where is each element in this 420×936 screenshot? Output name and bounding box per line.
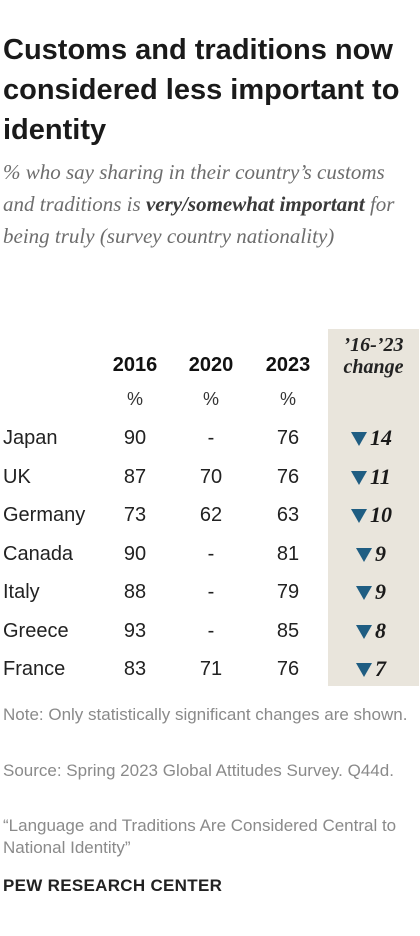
table-row: UK 87 70 76 11 (0, 458, 420, 496)
subtitle-emphasis: very/somewhat important (145, 192, 365, 216)
change-column-background (328, 329, 419, 686)
change-cell: 10 (328, 496, 419, 534)
column-header-2023: 2023 (265, 354, 311, 376)
value-cell-2016: 93 (123, 619, 147, 642)
country-label: Germany (3, 504, 86, 526)
subtitle-text-end: for being truly (survey country national… (3, 192, 395, 248)
change-value: 8 (375, 617, 386, 643)
change-cell: 7 (328, 650, 419, 688)
chart-subtitle: % who say sharing in their country’s cus… (3, 156, 413, 252)
value-cell-2016: 83 (123, 658, 147, 680)
down-triangle-icon (351, 509, 367, 523)
table-row: Japan 90 - 76 14 (0, 419, 420, 457)
unit-label-2023: % (279, 389, 296, 409)
value-cell-2023: 76 (276, 465, 300, 488)
table-row: Greece 93 - 85 8 (0, 612, 420, 650)
change-value: 10 (370, 502, 392, 527)
value-cell-2023: 63 (276, 504, 300, 526)
down-triangle-icon (351, 432, 367, 446)
subtitle-text: % who say sharing in their country’s cus… (3, 160, 385, 216)
brand-logo-text: PEW RESEARCH CENTER (3, 876, 223, 895)
value-cell-2020: - (207, 542, 215, 565)
country-label: Italy (3, 581, 40, 603)
table-row: Germany 73 62 63 10 (0, 496, 420, 534)
change-cell: 9 (328, 535, 419, 573)
down-triangle-icon (356, 663, 372, 677)
country-label: UK (3, 465, 31, 488)
table-row: Canada 90 - 81 9 (0, 535, 420, 573)
country-label: Japan (3, 427, 58, 449)
value-cell-2020: 62 (199, 504, 223, 526)
value-cell-2020: - (207, 427, 215, 449)
down-triangle-icon (356, 547, 372, 562)
change-cell: 11 (328, 458, 419, 496)
country-label: France (3, 658, 66, 680)
chart-note: Note: Only statistically significant cha… (3, 705, 408, 724)
value-cell-2023: 85 (276, 619, 300, 642)
chart-title: Customs and traditions now considered le… (3, 34, 400, 146)
value-cell-2020: - (207, 581, 215, 603)
value-cell-2020: 71 (199, 658, 223, 680)
value-cell-2016: 73 (123, 504, 147, 526)
country-label: Canada (3, 542, 74, 565)
value-cell-2023: 76 (276, 658, 300, 680)
change-cell: 14 (328, 419, 419, 457)
report-title: “Language and Traditions Are Considered … (3, 816, 397, 857)
table-row: Italy 88 - 79 9 (0, 573, 420, 611)
value-cell-2016: 90 (123, 427, 147, 449)
value-cell-2020: - (207, 619, 215, 642)
change-cell: 8 (328, 612, 419, 650)
change-value: 11 (370, 463, 391, 489)
down-triangle-icon (356, 586, 372, 600)
down-triangle-icon (356, 624, 372, 639)
table-row: France 83 71 76 7 (0, 650, 420, 688)
down-triangle-icon (351, 470, 367, 485)
column-header-2020: 2020 (188, 354, 234, 376)
value-cell-2020: 70 (199, 465, 223, 488)
country-label: Greece (3, 619, 69, 642)
chart-source: Source: Spring 2023 Global Attitudes Sur… (3, 761, 394, 780)
value-cell-2023: 81 (276, 542, 300, 565)
value-cell-2016: 87 (123, 465, 147, 488)
value-cell-2016: 90 (123, 542, 147, 565)
change-column-header: ’16-’23 change (343, 334, 404, 378)
value-cell-2016: 88 (123, 581, 147, 603)
unit-label-2020: % (202, 389, 219, 409)
value-cell-2023: 76 (276, 427, 300, 449)
unit-label-2016: % (126, 389, 143, 409)
change-value: 7 (375, 656, 386, 681)
column-header-2016: 2016 (112, 354, 158, 376)
value-cell-2023: 79 (276, 581, 300, 603)
change-value: 9 (375, 579, 386, 604)
change-value: 9 (375, 540, 386, 566)
change-cell: 9 (328, 573, 419, 611)
change-value: 14 (370, 425, 392, 450)
